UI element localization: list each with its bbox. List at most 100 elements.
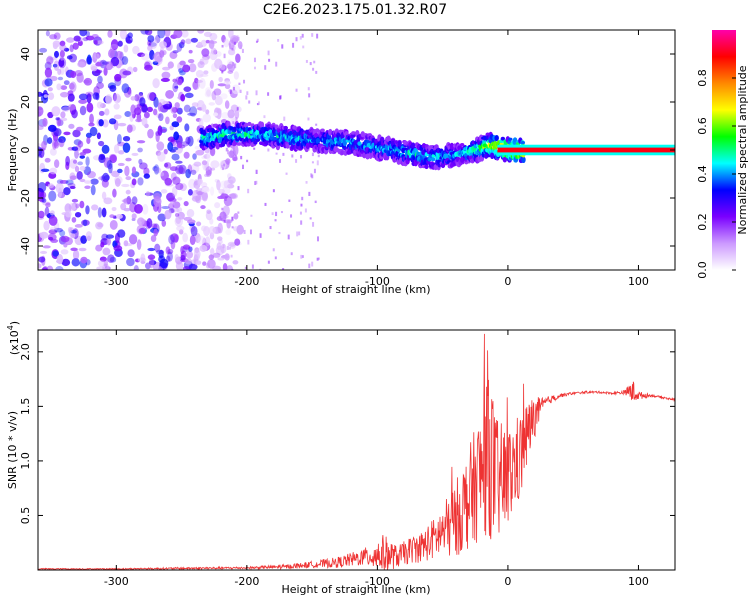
noise-blob <box>113 93 121 104</box>
noise-blob <box>48 190 57 202</box>
noise-blob <box>199 73 209 78</box>
signal-blob <box>305 142 311 150</box>
signal-blob <box>500 136 506 141</box>
snr-y-tick: 2.0 <box>19 343 675 361</box>
signal-blob <box>247 121 252 126</box>
signal-blob <box>296 141 301 147</box>
noise-blob <box>112 188 117 198</box>
noise-blob <box>187 219 196 224</box>
noise-blob <box>205 87 212 95</box>
noise-speck <box>221 207 224 211</box>
noise-blob <box>212 112 219 117</box>
noise-blob <box>213 88 222 96</box>
snr-series-line <box>38 333 675 570</box>
noise-blob <box>103 197 113 205</box>
noise-blob <box>150 234 157 242</box>
noise-blob <box>110 39 119 50</box>
spectrogram-y-tick: 20 <box>19 95 675 109</box>
noise-blob <box>78 99 88 104</box>
noise-blob <box>63 187 71 196</box>
noise-speck <box>229 89 232 94</box>
snr-x-tick: 0 <box>504 330 511 588</box>
colorbar-ticks: 0.0 0.2 0.4 0.6 0.8 <box>696 69 736 279</box>
noise-blob <box>152 78 160 89</box>
noise-blob <box>157 151 166 162</box>
noise-blob <box>68 82 75 90</box>
noise-blob <box>174 85 179 89</box>
noise-blob <box>111 206 117 212</box>
signal-blob <box>328 128 333 136</box>
snr-x-tick: -100 <box>365 330 390 588</box>
noise-speck <box>251 264 254 269</box>
noise-blob <box>174 102 180 109</box>
noise-blob <box>200 205 206 210</box>
noise-blob <box>121 83 130 94</box>
noise-blob <box>70 233 76 239</box>
colorbar-tick: 0.6 <box>696 117 736 135</box>
noise-blob <box>38 143 42 147</box>
noise-blob <box>228 30 234 39</box>
noise-speck <box>226 149 229 155</box>
noise-blob <box>53 141 59 149</box>
noise-blob <box>53 227 63 233</box>
svg-text:-200: -200 <box>234 575 259 588</box>
noise-speck <box>300 254 303 259</box>
noise-blob <box>157 102 163 112</box>
noise-speck <box>300 220 303 225</box>
noise-blob <box>217 83 226 87</box>
noise-blob <box>97 222 104 228</box>
noise-speck <box>231 226 234 229</box>
noise-blob <box>79 30 88 37</box>
noise-blob <box>98 119 104 127</box>
noise-speck <box>299 211 302 215</box>
svg-text:0.0: 0.0 <box>696 261 709 279</box>
noise-blob <box>55 117 60 121</box>
noise-blob <box>49 167 58 175</box>
spectrogram-x-tick: 100 <box>628 30 649 288</box>
signal-blob <box>440 162 446 169</box>
noise-blob <box>172 50 179 54</box>
noise-blob <box>195 79 203 84</box>
noise-speck <box>271 212 274 216</box>
noise-speck <box>231 268 234 270</box>
noise-blob <box>96 82 104 90</box>
noise-blob <box>70 247 78 252</box>
noise-blob <box>195 70 204 78</box>
noise-blob <box>101 179 109 188</box>
noise-blob <box>214 95 223 106</box>
noise-blob <box>102 119 109 128</box>
noise-blob <box>131 196 138 205</box>
noise-blob <box>51 106 61 117</box>
signal-blob <box>494 135 499 141</box>
noise-blob <box>117 122 127 127</box>
noise-blob <box>52 140 57 150</box>
noise-blob <box>165 116 170 125</box>
noise-blob <box>102 61 109 65</box>
noise-blob <box>75 203 80 209</box>
noise-blob <box>140 30 149 35</box>
noise-speck <box>283 116 286 121</box>
signal-blob <box>283 125 288 131</box>
noise-blob <box>63 47 70 52</box>
noise-blob <box>60 111 66 119</box>
noise-blob <box>71 258 80 267</box>
noise-speck <box>312 67 315 71</box>
noise-blob <box>59 50 65 58</box>
noise-blob <box>220 243 227 254</box>
noise-speck <box>299 36 302 40</box>
noise-blob <box>147 128 154 139</box>
noise-blob <box>101 207 107 218</box>
noise-blob <box>172 176 181 185</box>
snr-x-tick: 100 <box>628 330 649 588</box>
noise-speck <box>291 154 294 158</box>
noise-blob <box>180 39 186 45</box>
noise-blob <box>209 32 218 41</box>
noise-speck <box>279 159 282 163</box>
noise-blob <box>101 144 110 154</box>
noise-blob <box>125 189 131 195</box>
noise-blob <box>56 138 63 143</box>
noise-speck <box>240 44 243 50</box>
noise-blob <box>124 111 132 117</box>
noise-blob <box>167 248 174 255</box>
noise-blob <box>220 93 228 100</box>
